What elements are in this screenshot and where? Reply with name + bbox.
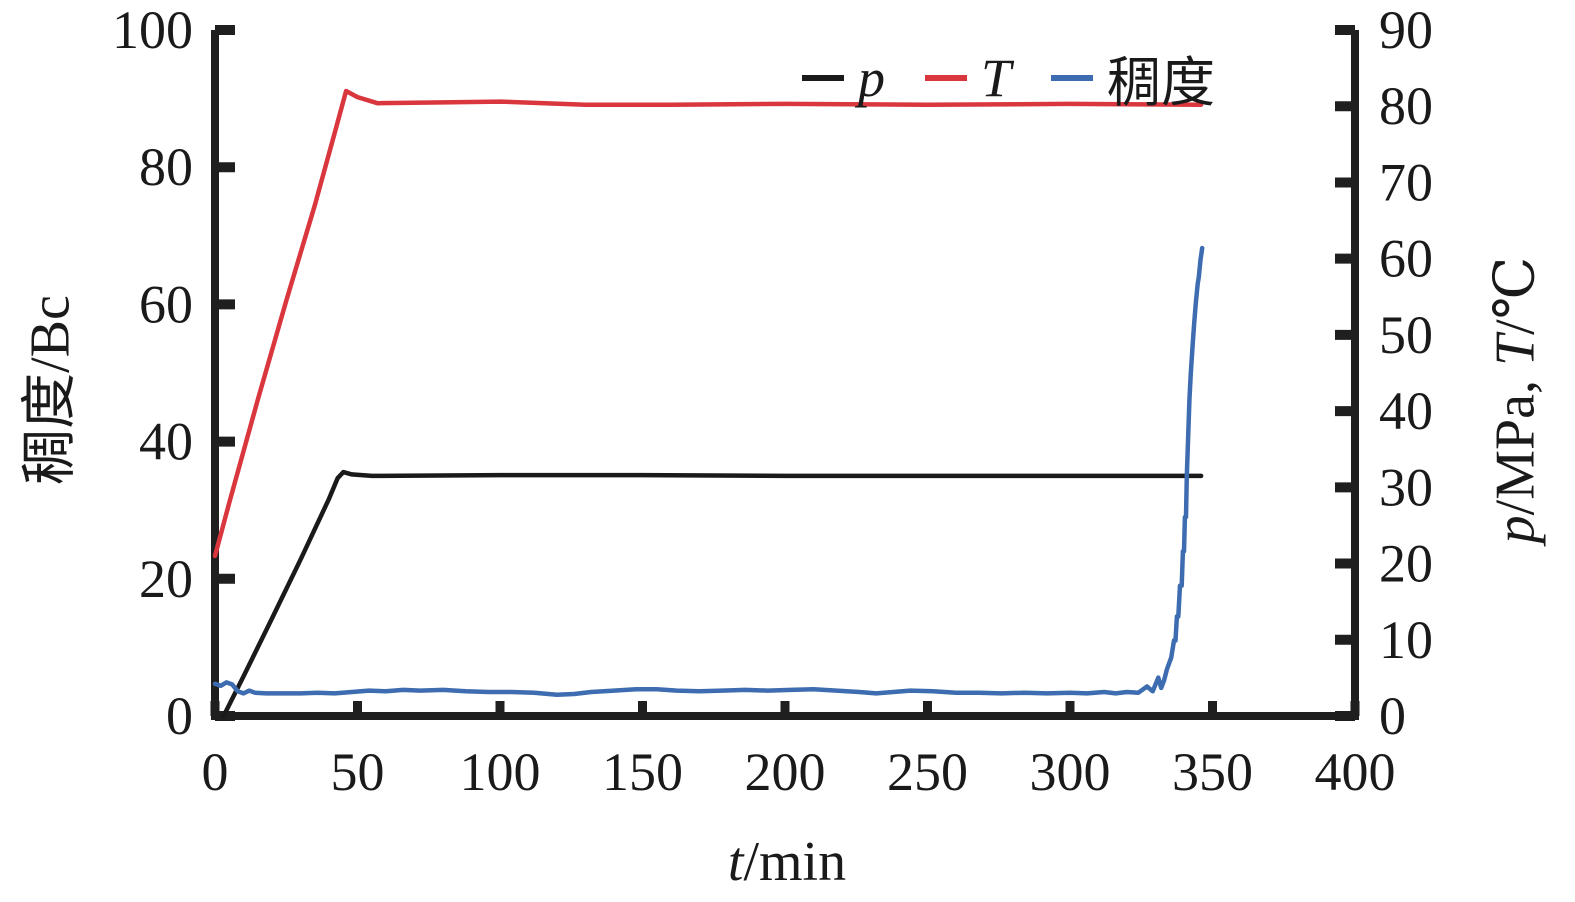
y-tick-label-right: 20	[1379, 534, 1433, 594]
legend-swatch-p	[802, 74, 844, 81]
x-tick-label: 300	[1030, 742, 1111, 802]
y-tick-label-right: 40	[1379, 381, 1433, 441]
axis-label-segment: t	[727, 831, 744, 893]
axis-label-segment: /℃	[1484, 256, 1547, 335]
axis-label-segment: /min	[743, 831, 847, 893]
x-tick-label: 350	[1172, 742, 1253, 802]
x-tick-label: 0	[202, 742, 229, 802]
y-tick-label-left: 0	[166, 686, 193, 746]
y-tick-label-right: 90	[1379, 0, 1433, 60]
axis-label-segment: T	[1484, 334, 1547, 366]
x-tick-label: 250	[887, 742, 968, 802]
series-line-T	[212, 88, 1204, 559]
x-tick-label: 100	[460, 742, 541, 802]
legend-item-consistency: 稠度	[1051, 38, 1215, 117]
legend-label-consistency: 稠度	[1107, 53, 1216, 113]
y-axis-label-right: p/MPa, T/℃	[1483, 257, 1548, 544]
y-tick-label-left: 40	[139, 412, 193, 472]
y-tick-label-left: 60	[139, 274, 193, 334]
y-tick-label-left: 80	[139, 137, 193, 197]
series-line-consistency	[212, 245, 1205, 697]
x-axis-label: t/min	[728, 830, 846, 894]
legend-label-T: T	[981, 47, 1012, 108]
y-axis-label-left: 稠度/Bc	[5, 295, 86, 485]
legend-item-p: p	[802, 47, 885, 109]
y-tick-label-right: 30	[1379, 457, 1433, 517]
y-tick-label-left: 100	[112, 0, 193, 60]
legend-swatch-consistency	[1051, 74, 1094, 81]
axis-label-segment: /MPa,	[1484, 366, 1547, 516]
axis-label-segment: p	[1484, 515, 1547, 544]
y-tick-label-right: 70	[1379, 152, 1433, 212]
axis-label-segment: 稠度/Bc	[19, 295, 82, 485]
y-tick-label-right: 50	[1379, 305, 1433, 365]
y-tick-label-right: 80	[1379, 76, 1433, 136]
y-tick-label-right: 10	[1379, 610, 1433, 670]
x-tick-label: 150	[602, 742, 683, 802]
y-tick-label-right: 60	[1379, 229, 1433, 289]
y-tick-label-right: 0	[1379, 686, 1406, 746]
legend: p T 稠度	[802, 38, 1215, 117]
y-tick-label-left: 20	[139, 549, 193, 609]
legend-swatch-T	[925, 74, 967, 81]
legend-item-T: T	[925, 47, 1011, 109]
x-tick-label: 200	[745, 742, 826, 802]
x-tick-label: 50	[331, 742, 385, 802]
x-tick-label: 400	[1315, 742, 1396, 802]
series-line-p	[221, 469, 1204, 719]
legend-label-p: p	[858, 47, 885, 108]
